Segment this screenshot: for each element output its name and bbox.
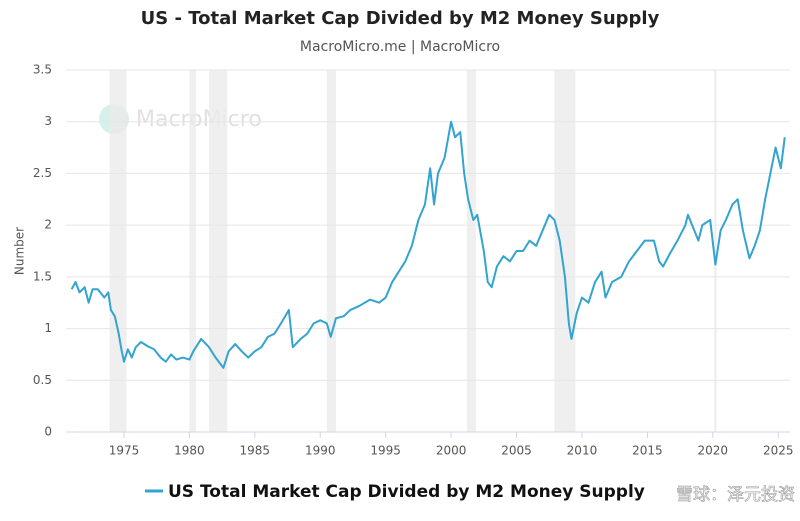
data-line (70, 120, 786, 369)
x-tick-label: 1980 (174, 444, 205, 458)
recession-band (466, 70, 476, 432)
y-tick-label: 0.5 (33, 373, 52, 387)
recession-band (714, 70, 717, 432)
y-tick-label: 2 (44, 218, 52, 232)
y-tick-label: 0 (44, 425, 52, 439)
x-tick-label: 2000 (436, 444, 467, 458)
x-tick-label: 2020 (698, 444, 729, 458)
recession-band (109, 70, 127, 432)
x-tick-label: 1995 (370, 444, 401, 458)
recession-band (189, 70, 196, 432)
recession-band (209, 70, 228, 432)
x-tick-label: 1990 (305, 444, 336, 458)
x-tick-label: 1985 (240, 444, 271, 458)
watermark: MacroMicro (136, 107, 262, 132)
y-tick-label: 3.5 (33, 63, 52, 77)
recession-band (554, 70, 576, 432)
recession-band (326, 70, 336, 432)
overlay-text: 雪球：泽元投资 (676, 485, 795, 505)
y-tick-label: 2.5 (33, 166, 52, 180)
chart-subtitle: MacroMicro.me | MacroMicro (300, 39, 500, 55)
x-tick-label: 2005 (501, 444, 532, 458)
x-tick-label: 2015 (632, 444, 663, 458)
legend-label[interactable]: US Total Market Cap Divided by M2 Money … (168, 482, 645, 502)
x-tick-label: 2025 (763, 444, 794, 458)
y-tick-label: 1.5 (33, 269, 52, 283)
x-tick-label: 2010 (567, 444, 598, 458)
y-tick-label: 1 (44, 321, 52, 335)
chart-title: US - Total Market Cap Divided by M2 Mone… (141, 8, 660, 29)
x-tick-label: 1975 (109, 444, 140, 458)
y-tick-label: 3 (44, 114, 52, 128)
y-axis-label: Number (13, 227, 27, 275)
